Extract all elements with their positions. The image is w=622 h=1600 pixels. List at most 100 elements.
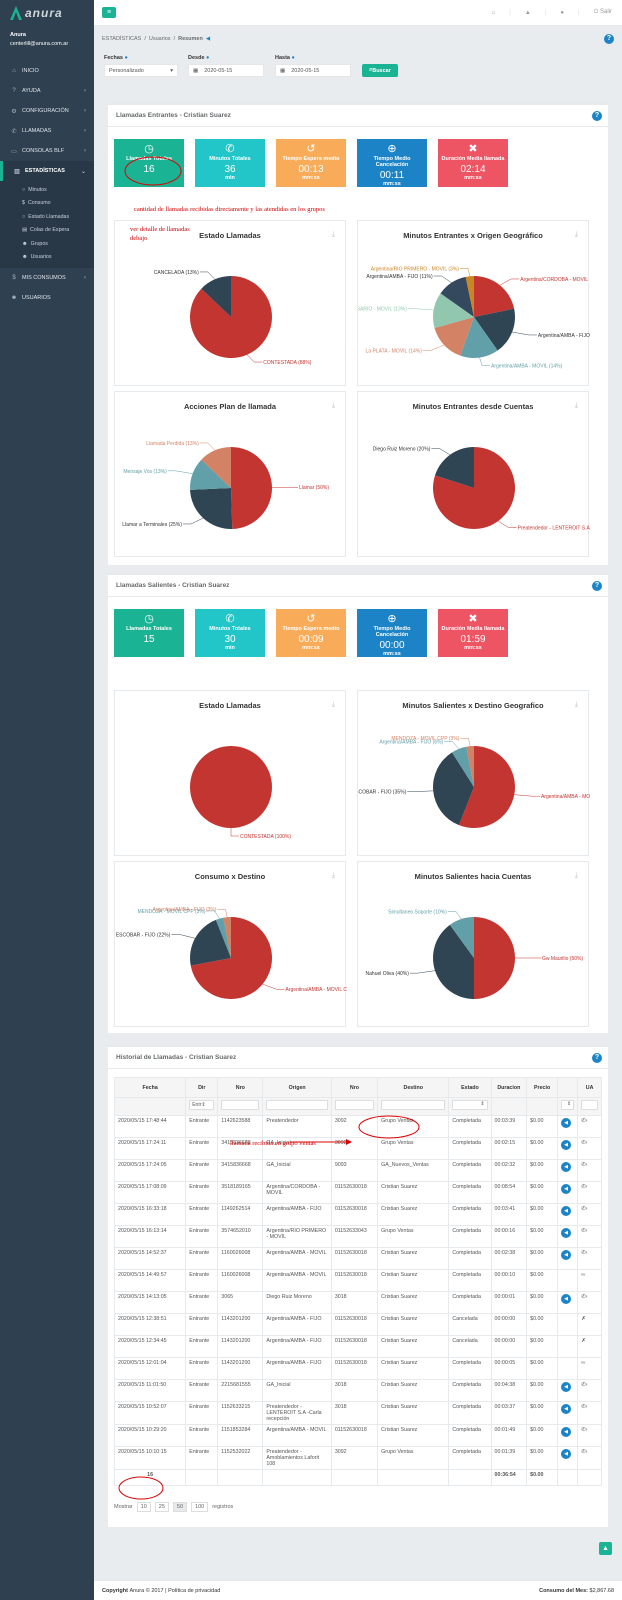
sidebar-item-inicio[interactable]: ⌂ INICIO	[0, 61, 94, 81]
call-forward-icon[interactable]: ✆›	[581, 1294, 588, 1300]
pie-slice[interactable]	[440, 276, 474, 317]
pie-slice[interactable]	[190, 459, 231, 490]
fechas-select[interactable]: Personalizado ▾	[104, 64, 178, 77]
user-icon[interactable]: ●	[560, 9, 564, 16]
sidebar-item-llamadas[interactable]: ✆ LLAMADAS ‹	[0, 121, 94, 141]
play-audio-icon[interactable]: ◀	[561, 1228, 572, 1238]
download-icon[interactable]: ⤓	[331, 231, 335, 238]
help-icon[interactable]: ?	[592, 580, 602, 591]
call-forward-icon[interactable]: ✆›	[581, 1228, 588, 1234]
play-audio-icon[interactable]: ◀	[561, 1382, 572, 1392]
play-audio-icon[interactable]: ◀	[561, 1206, 572, 1216]
search-button[interactable]: ⌕ Buscar	[362, 64, 398, 77]
submenu-item[interactable]: ☻ Grupos	[0, 237, 94, 251]
download-icon[interactable]: ⤓	[574, 231, 578, 238]
play-audio-icon[interactable]: ◀	[561, 1404, 572, 1414]
table-row[interactable]: 2020/05/15 17:48:44 Entrante 1142623588 Pre…	[113, 1115, 602, 1138]
column-header[interactable]	[557, 1077, 579, 1098]
download-icon[interactable]: ⤓	[331, 402, 335, 409]
filter-input[interactable]	[334, 1100, 375, 1110]
submenu-item[interactable]: ○ Estado Llamadas	[0, 210, 94, 224]
call-cancelled-icon[interactable]: ✗	[581, 1316, 586, 1322]
bell-icon[interactable]: ▲	[524, 9, 531, 16]
table-row[interactable]: 2020/05/15 12:01:04 Entrante 1143201200 Arg…	[113, 1357, 602, 1380]
sidebar-item-consolas blf[interactable]: ▭ CONSOLAS BLF ‹	[0, 141, 94, 161]
filter-input[interactable]	[266, 1100, 328, 1110]
pie-slice[interactable]	[434, 317, 474, 356]
pie-slice[interactable]	[474, 276, 515, 317]
scroll-top-button[interactable]: ▲	[599, 1542, 612, 1555]
sidebar-item-usuarios[interactable]: ☻ USUARIOS	[0, 288, 94, 308]
play-audio-icon[interactable]: ◀	[561, 1140, 572, 1150]
call-forward-icon[interactable]: ✆›	[581, 1404, 588, 1410]
pie-slice[interactable]	[215, 917, 231, 958]
column-header[interactable]: Nro	[217, 1077, 264, 1098]
pie-slice[interactable]	[201, 447, 231, 488]
sidebar-item-mis-consumos[interactable]: $ MIS CONSUMOS ‹	[0, 268, 94, 288]
filter-input[interactable]	[381, 1100, 446, 1110]
breadcrumb-item[interactable]: ESTADÍSTICAS	[102, 35, 142, 42]
page-size-option[interactable]: 100	[191, 1502, 209, 1512]
call-forward-icon[interactable]: ✆›	[581, 1427, 588, 1433]
table-row[interactable]: 2020/05/15 17:24:05 Entrante 3415836668 GA_…	[113, 1159, 602, 1182]
sidebar-item-configuración[interactable]: ⚙ CONFIGURACIÓN ‹	[0, 101, 94, 121]
filter-select[interactable]: ⇕	[452, 1100, 488, 1110]
table-row[interactable]: 2020/05/15 12:34:45 Entrante 1143201200 Arg…	[113, 1335, 602, 1358]
call-forward-icon[interactable]: ✆›	[581, 1449, 588, 1455]
table-row[interactable]: 2020/05/15 11:01:50 Entrante 2215681555 GA_…	[113, 1379, 602, 1402]
dir-filter-select[interactable]: Entr ⇕	[189, 1100, 215, 1110]
play-audio-icon[interactable]: ◀	[561, 1184, 572, 1194]
column-header[interactable]: Duracion	[490, 1077, 528, 1098]
pie-slice[interactable]	[458, 746, 515, 828]
call-forward-icon[interactable]: ✆›	[581, 1184, 588, 1190]
pie-slice[interactable]	[223, 917, 231, 958]
sidebar-item-estadísticas[interactable]: ▥ ESTADÍSTICAS ⌄	[0, 161, 94, 181]
call-forward-icon[interactable]: ✆›	[581, 1140, 588, 1146]
column-header[interactable]: Destino	[377, 1077, 450, 1098]
pie-slice[interactable]	[433, 924, 474, 999]
menu-toggle-button[interactable]: ≡	[102, 7, 116, 18]
pie-slice[interactable]	[465, 276, 474, 317]
download-icon[interactable]: ⤓	[574, 872, 578, 879]
voicemail-icon[interactable]: ∞	[581, 1360, 585, 1366]
table-row[interactable]: 2020/05/15 17:08:09 Entrante 3518189165 Arg…	[113, 1181, 602, 1204]
table-row[interactable]: 2020/05/15 16:33:18 Entrante 1149262514 Arg…	[113, 1203, 602, 1226]
pie-slice[interactable]	[201, 276, 231, 317]
download-icon[interactable]: ⤓	[574, 402, 578, 409]
call-forward-icon[interactable]: ✆›	[581, 1382, 588, 1388]
play-audio-icon[interactable]: ◀	[561, 1250, 572, 1260]
play-audio-icon[interactable]: ◀	[561, 1449, 572, 1459]
filter-input[interactable]	[581, 1100, 598, 1110]
column-header[interactable]: Estado	[448, 1077, 492, 1098]
logo[interactable]: anura	[0, 0, 94, 26]
submenu-item[interactable]: $ Consumo	[0, 197, 94, 211]
play-audio-icon[interactable]: ◀	[561, 1162, 572, 1172]
table-row[interactable]: 2020/05/15 14:13:05 Entrante 3065 Diego Rui…	[113, 1291, 602, 1314]
breadcrumb-item[interactable]: Usuarios	[148, 35, 171, 42]
pie-slice[interactable]	[231, 447, 273, 529]
user-info[interactable]: Anura centerlill@anura.com.ar	[0, 26, 94, 61]
column-header[interactable]: Dir	[185, 1077, 219, 1098]
filter-input[interactable]	[221, 1100, 260, 1110]
pie-slice[interactable]	[460, 317, 498, 358]
submenu-item[interactable]: ▤ Colas de Espera	[0, 224, 94, 238]
column-header[interactable]: Origen	[262, 1077, 332, 1098]
help-icon[interactable]: ?	[592, 110, 602, 121]
table-row[interactable]: 2020/05/15 14:49:57 Entrante 1160026008 Arg…	[113, 1269, 602, 1292]
pie-slice[interactable]	[449, 917, 474, 958]
column-header[interactable]: Precio	[526, 1077, 559, 1098]
play-audio-icon[interactable]: ◀	[561, 1118, 572, 1128]
call-cancelled-icon[interactable]: ✗	[581, 1338, 586, 1344]
call-forward-icon[interactable]: ✆›	[581, 1250, 588, 1256]
column-header[interactable]: UA	[577, 1077, 602, 1098]
pie-slice[interactable]	[466, 746, 474, 787]
pie-slice[interactable]	[190, 919, 231, 966]
table-row[interactable]: 2020/05/15 10:10:15 Entrante 1152532022 Pre…	[113, 1446, 602, 1470]
pie-slice[interactable]	[190, 917, 272, 999]
submenu-item[interactable]: ○ Minutos	[0, 183, 94, 197]
help-icon[interactable]: ?	[592, 1052, 602, 1063]
call-forward-icon[interactable]: ✆›	[581, 1118, 588, 1124]
table-row[interactable]: 2020/05/15 10:29:20 Entrante 1151853284 Arg…	[113, 1424, 602, 1447]
table-row[interactable]: 2020/05/15 14:52:37 Entrante 1160026008 Arg…	[113, 1247, 602, 1270]
privacy-link[interactable]: Política de privacidad	[168, 1587, 221, 1594]
